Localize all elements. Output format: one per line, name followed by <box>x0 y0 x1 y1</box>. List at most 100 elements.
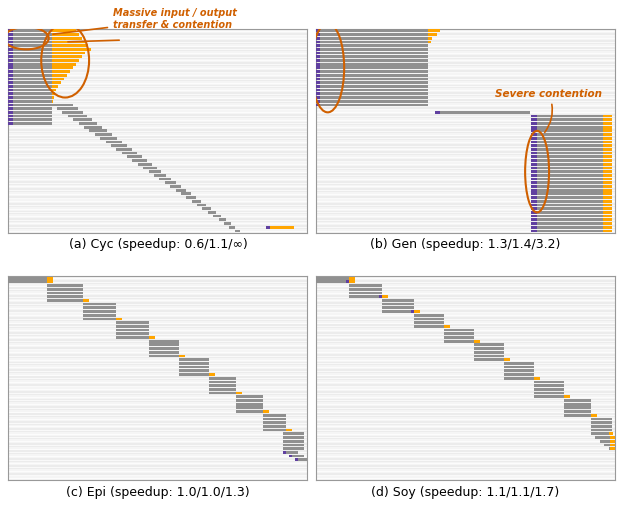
Bar <box>537 219 603 221</box>
Bar <box>603 219 612 221</box>
Bar <box>296 458 298 461</box>
Bar <box>531 174 537 177</box>
Bar <box>564 414 591 417</box>
Bar <box>284 447 305 450</box>
Bar <box>316 140 615 144</box>
Bar <box>349 284 381 287</box>
Bar <box>316 40 615 44</box>
Bar <box>90 129 107 132</box>
Bar <box>13 107 52 110</box>
Bar <box>440 111 530 114</box>
Bar <box>316 114 615 118</box>
Bar <box>298 458 307 461</box>
Bar <box>132 159 147 162</box>
Bar <box>531 170 537 173</box>
Bar <box>8 199 307 203</box>
Bar <box>316 66 615 70</box>
X-axis label: (d) Soy (speedup: 1.1/1.1/1.7): (d) Soy (speedup: 1.1/1.1/1.7) <box>371 486 559 499</box>
Bar <box>262 429 287 431</box>
Bar <box>415 310 420 313</box>
Bar <box>8 432 307 436</box>
Bar <box>316 78 320 81</box>
Bar <box>202 207 211 210</box>
Bar <box>316 159 615 162</box>
Bar <box>8 114 307 118</box>
Bar <box>320 81 428 84</box>
Bar <box>316 450 615 454</box>
Bar <box>316 96 615 99</box>
Bar <box>8 376 307 380</box>
Bar <box>537 159 603 162</box>
Bar <box>8 129 307 133</box>
Bar <box>591 425 612 428</box>
Bar <box>286 451 298 454</box>
Bar <box>8 384 307 387</box>
Bar <box>564 395 570 398</box>
Bar <box>8 225 307 229</box>
Bar <box>262 421 287 424</box>
Bar <box>381 310 415 313</box>
Bar <box>13 118 52 121</box>
Bar <box>591 414 597 417</box>
Bar <box>8 328 307 332</box>
Bar <box>8 155 307 159</box>
Bar <box>537 230 603 232</box>
Bar <box>8 424 307 428</box>
Bar <box>316 118 615 122</box>
Bar <box>84 126 102 129</box>
Bar <box>8 365 307 369</box>
Bar <box>604 444 615 446</box>
Bar <box>316 166 615 170</box>
Bar <box>179 370 209 372</box>
Bar <box>262 414 287 417</box>
Bar <box>316 107 615 111</box>
Bar <box>591 421 612 424</box>
Bar <box>316 196 615 199</box>
Bar <box>531 214 537 218</box>
Bar <box>474 351 504 354</box>
Bar <box>8 85 13 88</box>
Bar <box>8 62 307 66</box>
Bar <box>531 219 537 221</box>
Bar <box>8 458 307 461</box>
Bar <box>316 287 615 291</box>
Bar <box>8 391 307 395</box>
Bar <box>8 162 307 166</box>
Bar <box>8 428 307 432</box>
Bar <box>603 115 612 118</box>
Bar <box>8 332 307 336</box>
Bar <box>537 115 603 118</box>
Bar <box>316 373 615 376</box>
Bar <box>8 32 307 37</box>
Bar <box>52 37 82 40</box>
Bar <box>316 210 615 214</box>
Bar <box>316 347 615 350</box>
Bar <box>534 377 540 380</box>
Bar <box>8 339 307 343</box>
Bar <box>13 122 52 125</box>
Bar <box>320 100 428 102</box>
Bar <box>8 417 307 421</box>
Bar <box>262 425 287 428</box>
Bar <box>52 48 91 51</box>
Bar <box>316 447 615 450</box>
Bar <box>603 193 612 195</box>
Bar <box>8 410 307 413</box>
Bar <box>316 384 615 387</box>
Bar <box>504 377 534 380</box>
Bar <box>175 189 186 192</box>
Bar <box>8 85 307 88</box>
Bar <box>415 321 444 324</box>
Bar <box>537 129 603 132</box>
Bar <box>320 44 428 47</box>
Bar <box>316 473 615 477</box>
Bar <box>320 33 428 36</box>
Bar <box>52 66 72 69</box>
Bar <box>8 229 307 233</box>
Bar <box>316 100 320 102</box>
Bar <box>435 111 440 114</box>
Bar <box>159 177 172 180</box>
Bar <box>531 200 537 203</box>
Bar <box>349 277 355 279</box>
Bar <box>111 144 127 147</box>
